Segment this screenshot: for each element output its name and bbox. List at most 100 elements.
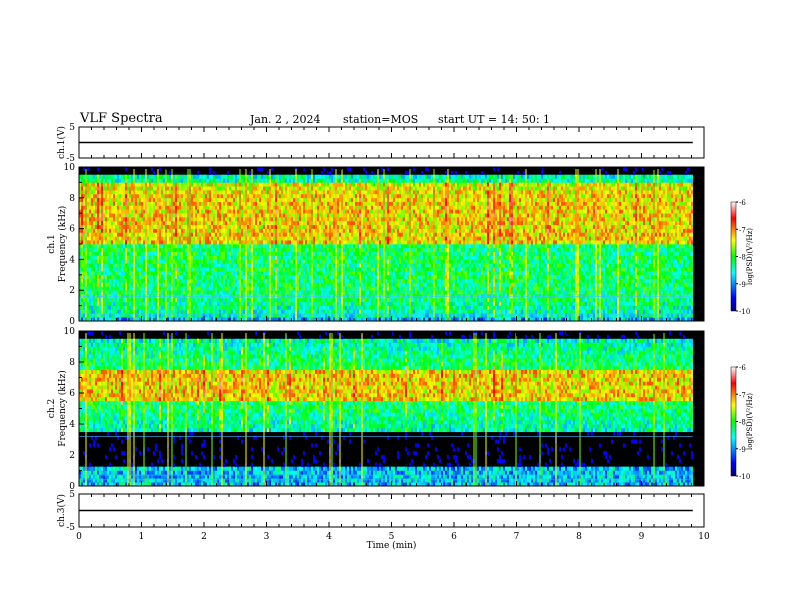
spectrogram-cell [261, 270, 263, 276]
spectrogram-cell [129, 197, 131, 202]
spectrogram-cell [99, 224, 101, 229]
spectrogram-cell [99, 205, 101, 210]
spectrogram-cell [81, 267, 83, 272]
spectrogram-cell [319, 290, 321, 295]
spectrogram-cell [293, 174, 295, 179]
spectrogram-cell [305, 282, 307, 287]
spectrogram-cell [273, 236, 275, 241]
spectrogram-cell [319, 251, 321, 256]
spectrogram-cell [315, 232, 317, 237]
spectrogram-cell [257, 174, 259, 179]
spectrogram-cell [127, 263, 129, 268]
spectrogram-cell [175, 209, 177, 214]
spectrogram-cell [307, 220, 309, 226]
spectrogram-cell [261, 251, 263, 256]
spectrogram-cell [185, 255, 187, 260]
spectrogram-cell [197, 297, 199, 303]
spectrogram-cell [263, 309, 265, 314]
spectrogram-cell [149, 217, 151, 222]
spectrogram-cell [221, 255, 223, 260]
spectrogram-cell [205, 193, 207, 199]
spectrogram-cell [119, 213, 121, 218]
spectrogram-cell [275, 244, 277, 249]
spectrogram-cell [125, 186, 127, 191]
spectrogram-cell [301, 213, 303, 218]
spectrogram-cell [105, 267, 107, 272]
spectrogram-cell [235, 217, 237, 222]
spectrogram-cell [107, 174, 109, 179]
spectrogram-cell [191, 267, 193, 272]
spectrogram-cell [129, 263, 131, 268]
spectrogram-cell [121, 290, 123, 295]
spectrogram-cell [83, 313, 85, 318]
spectrogram-cell [231, 182, 233, 187]
spectrogram-cell [143, 197, 145, 202]
spectrogram-cell [267, 255, 269, 260]
spectrogram-cell [201, 220, 203, 226]
spectrogram-cell [111, 251, 113, 256]
spectrogram-cell [281, 278, 283, 283]
spectrogram-cell [159, 259, 161, 264]
spectrogram-cell [101, 228, 103, 233]
spectrogram-cell [287, 220, 289, 226]
spectrogram-cell [297, 190, 299, 195]
spectrogram-cell [309, 178, 311, 183]
spectrogram-cell [147, 213, 149, 218]
spectrogram-cell [119, 255, 121, 260]
spectrogram-cell [207, 313, 209, 318]
spectrogram-cell [205, 186, 207, 191]
spectrogram-cell [95, 313, 97, 318]
spectrogram-cell [253, 217, 255, 222]
spectrogram-cell [279, 205, 281, 210]
spectrogram-cell [101, 270, 103, 276]
spectrogram-cell [199, 224, 201, 229]
spectrogram-cell [83, 240, 85, 245]
spectrogram-cell [277, 190, 279, 195]
spectrogram-cell [281, 297, 283, 303]
spectrogram-cell [219, 236, 221, 241]
spectrogram-cell [319, 232, 321, 237]
spectrogram-cell [217, 224, 219, 229]
spectrogram-cell [169, 174, 171, 179]
spectrogram-cell [83, 282, 85, 287]
spectrogram-cell [325, 297, 327, 303]
spectrogram-cell [211, 274, 213, 279]
spectrogram-cell [197, 251, 199, 256]
spectrogram-cell [285, 236, 287, 241]
spectrogram-cell [225, 197, 227, 202]
spectrogram-cell [97, 255, 99, 260]
spectrogram-cell [217, 247, 219, 252]
spectrogram-cell [141, 193, 143, 199]
spectrogram-cell [101, 193, 103, 199]
spectrogram-cell [163, 317, 165, 322]
spectrogram-cell [225, 205, 227, 210]
spectrogram-cell [271, 251, 273, 256]
spectrogram-cell [263, 217, 265, 222]
spectrogram-cell [259, 247, 261, 252]
spectrogram-cell [215, 282, 217, 287]
spectrogram-cell [109, 305, 111, 310]
spectrogram-cell [129, 274, 131, 279]
spectrogram-cell [227, 305, 229, 310]
spectrogram-cell [323, 244, 325, 249]
spectrogram-cell [303, 251, 305, 256]
spectrogram-cell [321, 174, 323, 179]
spectrogram-cell [99, 197, 101, 202]
spectrogram-cell [81, 255, 83, 260]
spectrogram-cell [99, 178, 101, 183]
spectrogram-cell [309, 193, 311, 199]
spectrogram-cell [291, 274, 293, 279]
spectrogram-cell [199, 267, 201, 272]
spectrogram-cell [103, 228, 105, 233]
spectrogram-cell [233, 201, 235, 206]
spectrogram-cell [79, 313, 81, 318]
spectrogram-cell [313, 274, 315, 279]
spectrogram-cell [271, 167, 273, 172]
spectrogram-cell [315, 217, 317, 222]
spectrogram-cell [283, 190, 285, 195]
spectrogram-cell [261, 213, 263, 218]
spectrogram-cell [313, 270, 315, 276]
spectrogram-cell [285, 232, 287, 237]
spectrogram-cell [161, 313, 163, 318]
spectrogram-cell [149, 255, 151, 260]
